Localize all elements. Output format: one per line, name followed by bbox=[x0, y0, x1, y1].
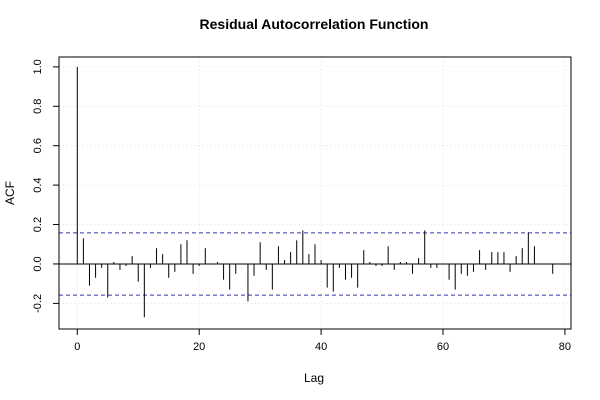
x-tick-label: 20 bbox=[193, 341, 205, 353]
x-tick-label: 80 bbox=[559, 341, 571, 353]
y-tick-label: 0.6 bbox=[32, 138, 44, 153]
y-tick-label: 0.0 bbox=[32, 256, 44, 271]
y-tick-label: 0.2 bbox=[32, 217, 44, 232]
grid-lines bbox=[59, 57, 571, 329]
x-tick-label: 60 bbox=[437, 341, 449, 353]
x-tick-label: 40 bbox=[315, 341, 327, 353]
y-tick-label: -0.2 bbox=[32, 294, 44, 313]
y-tick-label: 0.8 bbox=[32, 99, 44, 114]
x-tick-label: 0 bbox=[74, 341, 80, 353]
x-axis: 0 20 40 60 80 bbox=[74, 329, 571, 353]
x-axis-label: Lag bbox=[304, 371, 324, 385]
y-tick-label: 1.0 bbox=[32, 59, 44, 74]
y-tick-label: 0.4 bbox=[32, 177, 44, 192]
acf-bars bbox=[76, 66, 554, 318]
chart-title: Residual Autocorrelation Function bbox=[200, 16, 429, 32]
plot-frame bbox=[58, 56, 572, 330]
y-axis: -0.2 0.0 0.2 0.4 0.6 0.8 1.0 bbox=[32, 59, 59, 313]
y-axis-label: ACF bbox=[3, 181, 17, 205]
